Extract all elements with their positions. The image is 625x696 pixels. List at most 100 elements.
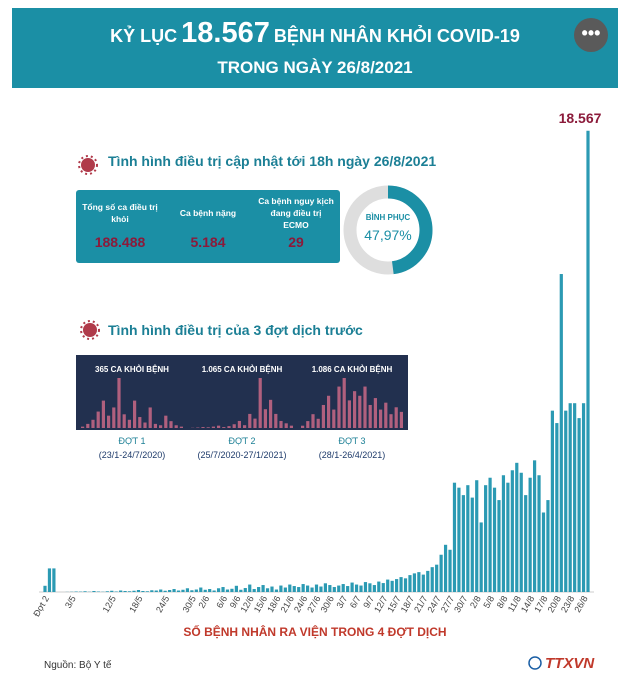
bar	[430, 567, 434, 592]
bar	[132, 590, 136, 592]
wave-bar	[399, 411, 403, 428]
bar	[261, 585, 265, 592]
wave-bar	[232, 424, 236, 428]
bar	[230, 588, 234, 592]
bar	[136, 590, 141, 592]
menu-button[interactable]: •••	[574, 18, 608, 52]
bar	[301, 584, 305, 592]
logo-mark	[528, 656, 542, 670]
wave-bar	[306, 421, 310, 428]
bar	[354, 584, 359, 592]
bar	[372, 585, 376, 592]
bar	[341, 584, 345, 592]
wave-bar	[227, 426, 231, 428]
bar	[368, 583, 372, 592]
bar	[412, 573, 417, 592]
bar	[573, 403, 577, 592]
bar	[123, 591, 127, 592]
wave-bar	[384, 402, 388, 428]
bar	[319, 586, 323, 592]
x-tick-label: 12/5	[101, 594, 118, 614]
donut-label: BÌNH PHỤC	[366, 213, 411, 222]
x-axis-title: SỐ BỆNH NHÂN RA VIỆN TRONG 4 ĐỢT DỊCH	[183, 624, 446, 639]
bar	[350, 582, 354, 592]
cell-value: 29	[288, 234, 304, 250]
bar	[310, 587, 314, 592]
bar	[141, 591, 145, 592]
bar	[497, 500, 501, 592]
cell-label: Ca bệnh nguy kịch đang điều trị ECMO	[258, 196, 334, 230]
bar	[586, 130, 590, 592]
bar	[150, 590, 154, 592]
cell-label: Tổng số ca điều trị khỏi	[82, 202, 158, 224]
bar	[399, 577, 403, 592]
wave-period: (23/1-24/7/2020)	[99, 450, 166, 460]
bar	[532, 460, 537, 592]
wave-bar	[363, 386, 367, 428]
bar	[475, 480, 479, 592]
cell-value: 5.184	[190, 234, 226, 250]
bar	[377, 581, 381, 592]
bar	[208, 589, 212, 592]
x-tick-label: 30/5	[181, 594, 198, 614]
x-tick-label: 18/5	[127, 594, 144, 614]
wave-bar	[127, 419, 131, 428]
bar	[381, 583, 385, 592]
bar	[466, 485, 470, 592]
wave-bar	[379, 409, 383, 428]
wave-bar	[311, 414, 315, 428]
wave-period: (25/7/2020-27/1/2021)	[197, 450, 286, 460]
bar	[515, 462, 519, 592]
bar	[363, 582, 368, 592]
wave-bar	[107, 415, 111, 428]
x-tick-label: 6/6	[214, 594, 229, 610]
bar	[225, 589, 230, 592]
cell-value: 188.488	[94, 234, 146, 250]
section-heading: Tình hình điều trị cập nhật tới 18h ngày…	[108, 153, 436, 169]
bar	[524, 495, 528, 592]
bar	[159, 589, 163, 592]
subtitle: TRONG NGÀY 26/8/2021	[217, 58, 413, 77]
wave-peak-label: 365 CA KHỎI BỆNH	[95, 365, 169, 374]
summary-cell: Ca bệnh nguy kịch đang điều trị ECMO 29	[252, 190, 340, 263]
bar	[337, 585, 341, 592]
wave-bar	[117, 378, 121, 428]
wave-bar	[332, 409, 336, 428]
x-tick-label: 6/7	[348, 594, 363, 610]
bar	[172, 589, 176, 592]
bar	[119, 590, 123, 592]
cell-label: Ca bệnh nặng	[179, 208, 237, 218]
bar	[234, 585, 238, 592]
bar	[176, 590, 181, 592]
wave-bar	[179, 426, 183, 428]
bar	[541, 512, 546, 592]
bar	[83, 591, 87, 592]
x-tick-label: 30/6	[319, 594, 336, 614]
wave-bar	[81, 426, 85, 428]
bar	[243, 588, 247, 592]
x-tick-label: 30/7	[452, 594, 469, 614]
wave-bar	[243, 425, 247, 428]
bar	[270, 586, 274, 592]
bar	[577, 418, 581, 592]
bar	[332, 587, 336, 592]
bar	[452, 482, 457, 592]
bar	[43, 585, 47, 592]
bar	[484, 485, 488, 592]
bar	[408, 575, 412, 592]
bar	[457, 487, 461, 592]
wave-bar	[138, 417, 142, 428]
wave-bar	[211, 426, 215, 428]
wave-bar	[201, 427, 205, 428]
bar	[421, 574, 425, 592]
wave-bar	[91, 419, 95, 428]
wave-bar	[327, 395, 331, 428]
wave-bar	[337, 386, 341, 428]
bar	[470, 497, 474, 592]
section-heading: Tình hình điều trị của 3 đợt dịch trước	[108, 322, 363, 338]
wave-bar	[253, 418, 257, 428]
bar	[154, 590, 158, 592]
wave-bar	[368, 404, 372, 428]
bar	[395, 579, 399, 592]
